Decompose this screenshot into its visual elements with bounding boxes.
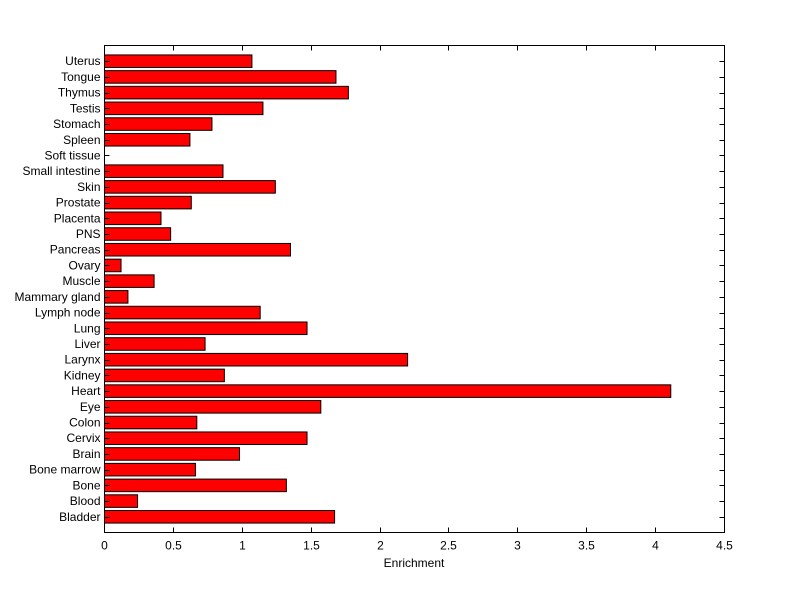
x-tick-label: 2.5 [440,539,457,553]
y-tick-label: Cervix [66,431,100,445]
bar-mammary-gland [104,290,129,304]
bar-heart [104,384,672,398]
bar-eye [104,400,322,414]
y-tick-label: Ovary [68,258,100,272]
bar-colon [104,415,198,430]
bars [104,54,672,524]
bar-pancreas [104,242,291,257]
y-tick-label: Stomach [53,117,100,131]
y-tick-label: Eye [80,400,101,414]
bar-bladder [104,510,336,524]
y-tick-label: Testis [70,101,101,115]
bar-kidney [104,368,225,383]
bar-bone [104,478,287,493]
y-tick-label: Placenta [54,211,101,225]
bar-skin [104,180,276,194]
bar-larynx [104,352,409,367]
y-tick-label: Bone marrow [29,463,101,477]
y-tick-label: Heart [71,384,101,398]
bar-liver [104,337,206,351]
y-tick-label: Pancreas [50,243,101,257]
y-tick-label: Mammary gland [14,290,100,304]
y-tick-label: Soft tissue [44,148,100,162]
y-tick-label: PNS [76,227,101,241]
bar-cervix [104,431,308,446]
bar-small-intestine [104,164,224,178]
bar-pns [104,227,172,241]
plot-frame [104,45,725,533]
y-tick-label: Brain [72,447,100,461]
y-tick-label: Blood [70,494,101,508]
bar-lymph-node [104,305,261,320]
bar-spleen [104,132,191,147]
x-tick-label: 3.5 [578,539,595,553]
y-tick-label: Tongue [61,70,101,84]
y-tick-label: Thymus [58,86,101,100]
y-tick-label: Small intestine [22,164,100,178]
y-tick-label: Lung [74,321,101,335]
x-tick-label: 0.5 [165,539,182,553]
y-tick-label: Skin [77,180,100,194]
x-tick-label: 0 [101,539,108,553]
y-tick-label: Prostate [56,196,101,210]
bar-uterus [104,54,253,68]
x-tick-label: 1 [239,539,246,553]
bar-thymus [104,85,349,100]
x-tick-label: 2 [377,539,384,553]
y-tick-label: Spleen [63,133,100,147]
bar-muscle [104,274,155,288]
y-tick-label: Liver [74,337,100,351]
y-tick-label: Uterus [65,54,100,68]
y-tick-label: Bladder [59,510,100,524]
bar-stomach [104,117,213,131]
y-tick-label: Bone [72,478,100,492]
y-tick-label: Muscle [62,274,100,288]
x-tick-label: 4 [652,539,659,553]
bar-prostate [104,195,192,210]
bar-placenta [104,211,162,226]
bar-bone-marrow [104,462,196,477]
x-tick-label: 4.5 [716,539,733,553]
x-tick-label: 1.5 [303,539,320,553]
x-tick-label: 3 [514,539,521,553]
y-tick-label: Colon [69,416,100,430]
bar-lung [104,321,308,336]
y-tick-label: Kidney [64,368,101,382]
y-tick-label: Larynx [64,353,100,367]
bar-testis [104,101,264,116]
bar-tongue [104,70,337,84]
x-axis-label: Enrichment [384,556,445,570]
y-tick-label: Lymph node [35,306,101,320]
bar-brain [104,447,241,461]
